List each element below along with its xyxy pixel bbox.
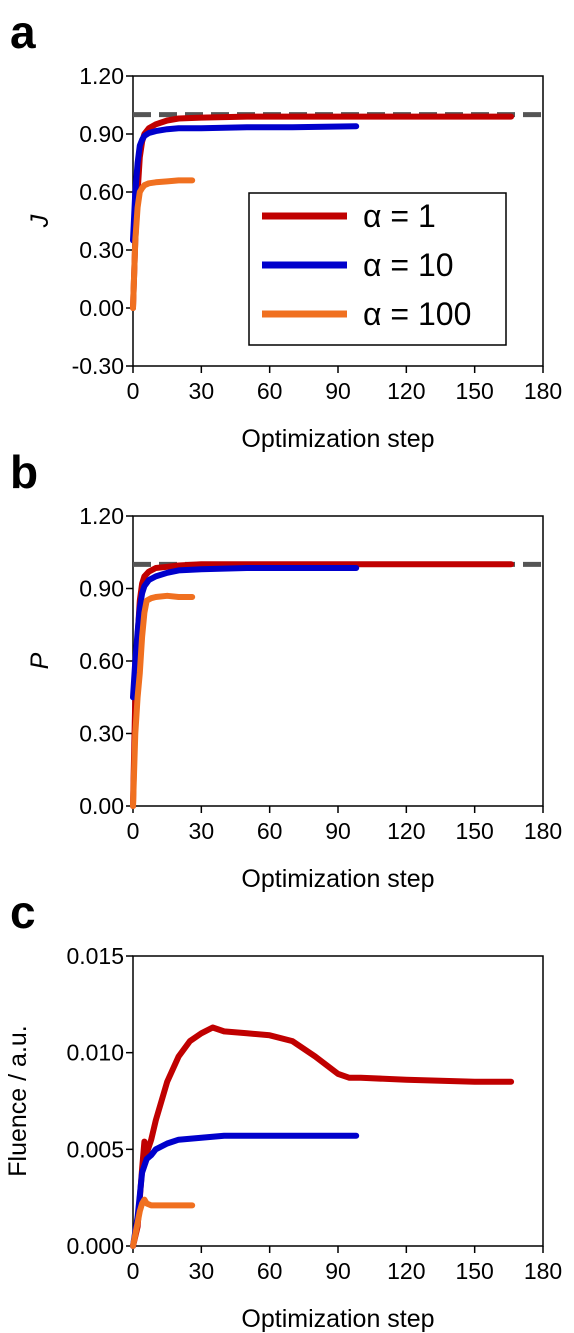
panel-c-y-ticks: 0.000 0.005 0.010 0.015 (66, 943, 133, 1259)
panel-c-series-line-3 (130, 1196, 196, 1249)
panel-b-xtick-label: 90 (325, 818, 351, 844)
panel-a-ytick-label: 0.90 (79, 121, 124, 147)
panel-b-ytick-label: 0.00 (79, 793, 124, 819)
panel-b-frame (132, 515, 544, 807)
panel-a-xtick-label: 180 (524, 378, 562, 404)
panel-a-ytick-label: 1.20 (79, 63, 124, 89)
panel-a-ytick-label: 0.30 (79, 237, 124, 263)
panel-a-x-ticks: 0 30 60 90 120 150 180 (127, 366, 562, 404)
panel-c-xtick-label: 150 (455, 1258, 493, 1284)
panel-b-xtick-label: 150 (455, 818, 493, 844)
panel-c-xtick-label: 90 (325, 1258, 351, 1284)
panel-b-xtick-label: 0 (127, 818, 140, 844)
panel-a-ytick-label: 0.00 (79, 295, 124, 321)
panel-b-ylabel: P (26, 652, 54, 669)
panel-c-series (130, 1024, 515, 1249)
panel-b-x-ticks: 0 30 60 90 120 150 180 (127, 806, 562, 844)
panel-c-series-line-2 (130, 1132, 360, 1249)
legend-label-alpha-10: α = 10 (363, 247, 454, 283)
panel-b-series-line-1 (130, 561, 515, 809)
panel-c-ylabel: Fluence / a.u. (4, 1025, 32, 1176)
panel-a-xtick-label: 60 (257, 378, 283, 404)
panel-c-xtick-label: 30 (189, 1258, 215, 1284)
panel-a-series (130, 113, 515, 311)
panel-b-series-line-3 (130, 592, 196, 809)
panel-c-ytick-label: 0.005 (66, 1136, 124, 1162)
panel-c-ytick-label: 0.000 (66, 1233, 124, 1259)
legend-label-alpha-100: α = 100 (363, 296, 471, 332)
panel-a-xtick-label: 30 (189, 378, 215, 404)
panel-a-series-line-2 (130, 123, 360, 244)
panel-c-xtick-label: 0 (127, 1258, 140, 1284)
panel-c-xtick-label: 60 (257, 1258, 283, 1284)
panel-a-ytick-label: -0.30 (72, 353, 124, 379)
panel-c-xtick-label: 120 (387, 1258, 425, 1284)
panel-a-y-ticks: -0.30 0.00 0.30 0.60 0.90 1.20 (72, 63, 133, 379)
panel-c-ytick-label: 0.015 (66, 943, 124, 969)
panel-c-series-line-1 (130, 1024, 515, 1249)
panel-b-xtick-label: 30 (189, 818, 215, 844)
panel-b-ytick-label: 0.60 (79, 648, 124, 674)
panel-b-y-ticks: 0.00 0.30 0.60 0.90 1.20 (79, 503, 133, 819)
panel-b-series (130, 561, 515, 809)
panel-b-xtick-label: 120 (387, 818, 425, 844)
panel-a-label: a (10, 6, 36, 58)
panel-b-ytick-label: 1.20 (79, 503, 124, 529)
panel-a-ylabel: J (26, 214, 54, 228)
panel-c-label: c (10, 886, 36, 938)
panel-c-xtick-label: 180 (524, 1258, 562, 1284)
panel-b-series-line-2 (130, 565, 360, 701)
panel-c-ytick-label: 0.010 (66, 1040, 124, 1066)
panel-b-xtick-label: 60 (257, 818, 283, 844)
panel-a-xtick-label: 120 (387, 378, 425, 404)
panel-a-xlabel: Optimization step (241, 425, 434, 453)
panel-c-x-ticks: 0 30 60 90 120 150 180 (127, 1246, 562, 1284)
panel-b-xtick-label: 180 (524, 818, 562, 844)
panel-a: a -0.30 0.00 0.30 0.60 0.90 1.20 0 30 60 90 120 15… (10, 6, 562, 453)
panel-a-series-line-3 (130, 177, 196, 311)
panel-a-ytick-label: 0.60 (79, 179, 124, 205)
panel-a-xtick-label: 90 (325, 378, 351, 404)
panel-a-xtick-label: 0 (127, 378, 140, 404)
panel-b-label: b (10, 446, 38, 498)
panel-b-ytick-label: 0.90 (79, 576, 124, 602)
panel-b-xlabel: Optimization step (241, 865, 434, 893)
legend-label-alpha-1: α = 1 (363, 198, 436, 234)
panel-a-xtick-label: 150 (455, 378, 493, 404)
panel-c-frame (132, 955, 544, 1247)
legend: α = 1 α = 10 α = 100 (248, 192, 507, 346)
panel-b-ytick-label: 0.30 (79, 721, 124, 747)
panel-b: b 0.000.300.600.901.20 0 30 60 90 120 150 180 … (10, 446, 562, 893)
panel-c-xlabel: Optimization step (241, 1305, 434, 1333)
